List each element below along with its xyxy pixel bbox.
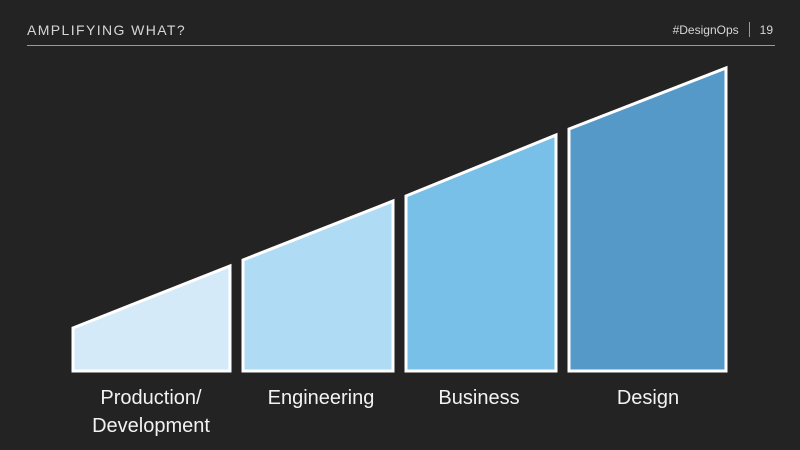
stage-label-line1: Production/ [100,387,202,409]
header-rule [27,45,775,46]
stage-label-line1: Business [438,387,520,409]
page-number: 19 [759,22,773,37]
stage-shape-production-development [71,263,232,373]
stage-shape-engineering [241,198,395,373]
stage-shape-design [567,65,728,373]
slide-header-meta: #DesignOps 19 [673,22,773,37]
header-divider [748,22,750,37]
stage-shape-business [404,132,558,373]
stage-label-production-development: Production/ Development [66,384,236,440]
stage-label-line1: Design [616,387,680,409]
stage-label-line2: Development [92,415,210,437]
stage-label-line1: Engineering [267,387,375,409]
slide-title: AMPLIFYING WHAT? [27,22,187,38]
stage-label-engineering: Engineering [236,384,406,412]
stage-label-business: Business [394,384,564,412]
stage-label-design: Design [563,384,733,412]
hashtag-label: #DesignOps [672,22,739,37]
